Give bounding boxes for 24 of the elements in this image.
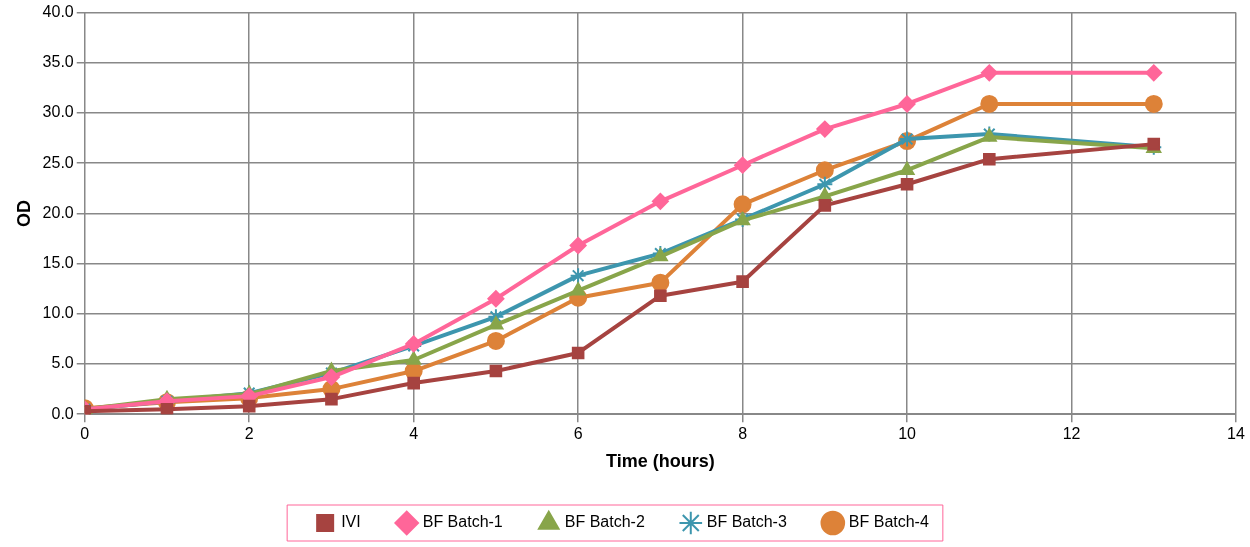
x-tick-label: 4 [409, 425, 419, 443]
y-tick-label: 40.0 [42, 3, 74, 21]
legend-label: BF Batch-3 [706, 513, 787, 531]
x-tick-label: 6 [573, 425, 583, 443]
legend-label: BF Batch-4 [848, 513, 929, 531]
y-tick-label: 30.0 [42, 103, 74, 121]
y-tick-label: 25.0 [42, 153, 74, 171]
y-axis-title: OD [13, 199, 34, 227]
x-tick-label: 0 [80, 425, 90, 443]
x-tick-label: 12 [1062, 425, 1081, 443]
x-tick-label: 8 [738, 425, 748, 443]
y-tick-label: 10.0 [42, 304, 74, 322]
y-tick-label: 20.0 [42, 203, 74, 221]
x-tick-label: 10 [898, 425, 917, 443]
y-tick-label: 15.0 [42, 254, 74, 272]
legend-label: IVI [341, 513, 361, 531]
legend-label: BF Batch-2 [564, 513, 645, 531]
legend-label: BF Batch-1 [422, 513, 503, 531]
y-tick-label: 5.0 [51, 354, 74, 372]
y-tick-label: 35.0 [42, 53, 74, 71]
y-tick-label: 0.0 [51, 404, 74, 422]
x-tick-label: 14 [1227, 425, 1245, 443]
x-tick-label: 2 [244, 425, 254, 443]
x-axis-title: Time (hours) [606, 451, 715, 472]
